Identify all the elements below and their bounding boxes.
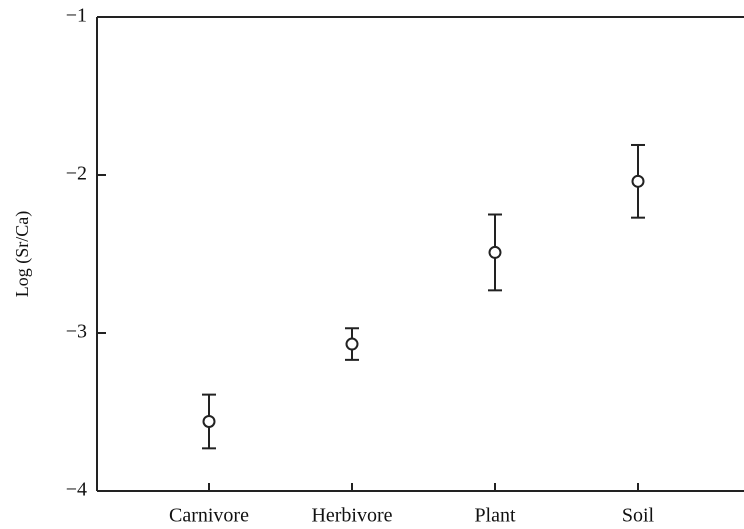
- y-tick-label: −4: [66, 479, 87, 501]
- point: [202, 414, 216, 428]
- y-tick-label: −2: [66, 163, 87, 185]
- x-tick-label: Carnivore: [169, 505, 249, 527]
- x-tick-label: Soil: [622, 505, 655, 527]
- point: [488, 245, 502, 259]
- y-tick-label: −3: [66, 321, 87, 343]
- point: [631, 174, 645, 188]
- y-axis-label: Log (Sr/Ca): [12, 211, 33, 297]
- y-tick-label: −1: [66, 5, 87, 27]
- point: [345, 337, 359, 351]
- x-tick-label: Plant: [474, 505, 516, 527]
- x-tick-label: Herbivore: [311, 505, 392, 527]
